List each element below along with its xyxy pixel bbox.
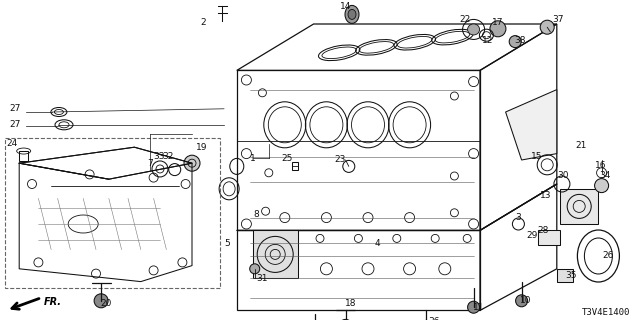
Text: 38: 38 — [514, 36, 525, 45]
Polygon shape — [506, 90, 557, 160]
Circle shape — [339, 319, 353, 320]
Bar — [292, 162, 298, 170]
Text: 1: 1 — [250, 154, 255, 163]
Circle shape — [516, 295, 527, 307]
Text: 34: 34 — [599, 171, 611, 180]
Ellipse shape — [468, 24, 479, 35]
Text: 16: 16 — [595, 161, 606, 170]
Text: 25: 25 — [281, 154, 292, 163]
Circle shape — [490, 21, 506, 37]
Text: 21: 21 — [575, 141, 587, 150]
Text: 30: 30 — [557, 171, 569, 180]
Bar — [5, 138, 220, 288]
Circle shape — [509, 36, 521, 48]
Text: 29: 29 — [527, 231, 538, 240]
Text: 36: 36 — [428, 317, 440, 320]
Text: T3V4E1400: T3V4E1400 — [582, 308, 630, 317]
Text: 19: 19 — [196, 143, 207, 152]
Circle shape — [468, 301, 479, 313]
Ellipse shape — [345, 5, 359, 23]
Text: 26: 26 — [602, 252, 614, 260]
Text: 27: 27 — [9, 104, 20, 113]
Text: 7: 7 — [148, 159, 153, 168]
Text: 28: 28 — [537, 226, 548, 235]
Text: 5: 5 — [225, 239, 230, 248]
Text: 23: 23 — [335, 156, 346, 164]
Bar — [560, 189, 598, 224]
Text: 12: 12 — [482, 36, 493, 45]
Text: 22: 22 — [459, 15, 470, 24]
Text: 11: 11 — [473, 303, 484, 312]
Text: 32: 32 — [162, 152, 173, 161]
Text: 14: 14 — [340, 2, 351, 11]
Ellipse shape — [348, 9, 356, 20]
Text: 35: 35 — [565, 271, 577, 280]
Text: 37: 37 — [552, 15, 564, 24]
Circle shape — [184, 155, 200, 171]
Bar — [538, 230, 560, 245]
Text: 33: 33 — [153, 152, 164, 161]
Text: 2: 2 — [201, 18, 206, 27]
Circle shape — [595, 179, 609, 193]
Text: FR.: FR. — [44, 297, 61, 308]
Text: 17: 17 — [492, 18, 503, 27]
Circle shape — [250, 264, 260, 274]
Circle shape — [94, 294, 108, 308]
Text: 4: 4 — [375, 239, 380, 248]
Bar — [19, 151, 28, 161]
Bar — [253, 230, 298, 278]
Bar — [557, 269, 573, 282]
Text: 8: 8 — [253, 210, 259, 219]
Text: 18: 18 — [345, 300, 356, 308]
Text: 3: 3 — [516, 213, 521, 222]
Text: 13: 13 — [540, 191, 551, 200]
Text: 31: 31 — [257, 274, 268, 283]
Circle shape — [540, 20, 554, 34]
Text: 10: 10 — [520, 296, 532, 305]
Text: 24: 24 — [6, 140, 17, 148]
Text: 27: 27 — [9, 120, 20, 129]
Text: 20: 20 — [100, 300, 111, 308]
Text: 15: 15 — [531, 152, 542, 161]
